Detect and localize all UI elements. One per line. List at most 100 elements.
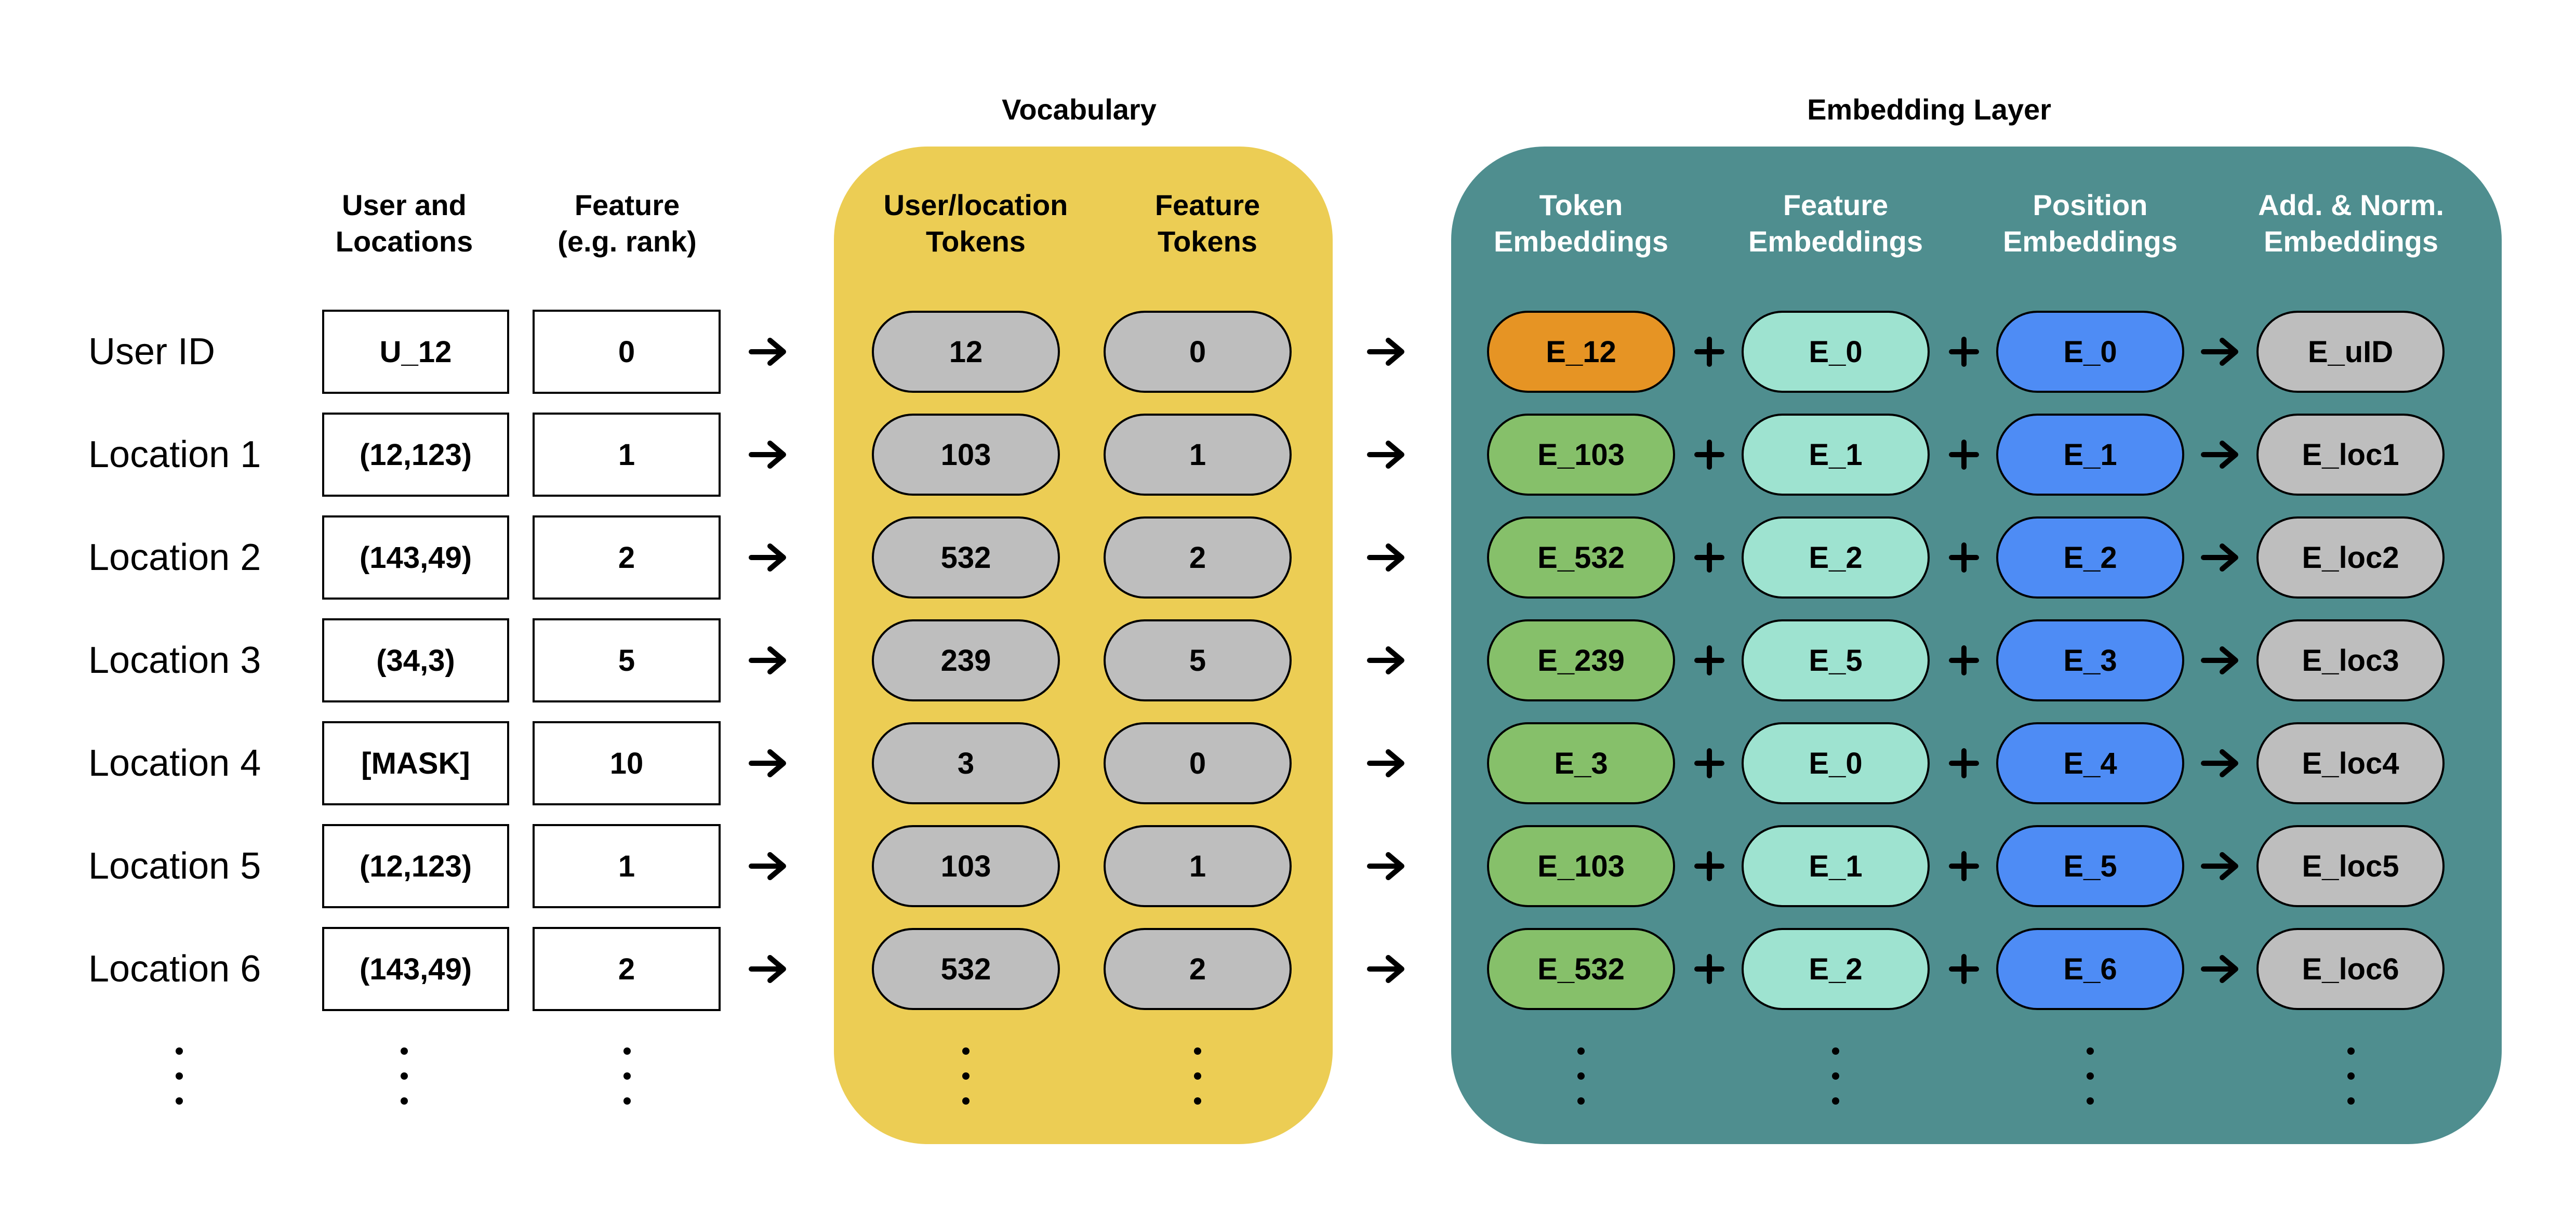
feature-box: 0 <box>533 310 721 394</box>
plus-icon <box>1689 943 1730 995</box>
right-arrow-icon <box>1366 326 1408 378</box>
right-arrow-icon <box>1366 634 1408 686</box>
column-header-token-embeddings: Token Embeddings <box>1493 189 1669 258</box>
vertical-ellipsis-icon <box>2085 1047 2095 1105</box>
output-embedding-pill: E_loc3 <box>2256 619 2445 701</box>
position-embedding-pill: E_4 <box>1996 722 2184 804</box>
feature-box: 2 <box>533 927 721 1011</box>
plus-icon <box>1943 326 1985 378</box>
vertical-ellipsis-icon <box>961 1047 971 1105</box>
right-arrow-icon <box>748 840 790 892</box>
output-embedding-pill: E_uID <box>2256 311 2445 393</box>
right-arrow-icon <box>2200 840 2242 892</box>
right-arrow-icon <box>1366 429 1408 481</box>
right-arrow-icon <box>748 943 790 995</box>
token-embedding-pill: E_239 <box>1487 619 1675 701</box>
token-embedding-pill: E_532 <box>1487 928 1675 1010</box>
output-embedding-pill: E_loc2 <box>2256 516 2445 599</box>
vertical-ellipsis-icon <box>399 1047 409 1105</box>
vocabulary-title: Vocabulary <box>1002 93 1157 126</box>
plus-icon <box>1943 840 1985 892</box>
feature-box: 5 <box>533 618 721 702</box>
feature-token-pill: 1 <box>1104 825 1292 907</box>
plus-icon <box>1943 634 1985 686</box>
column-header-location-tokens: User/location Tokens <box>883 189 1068 258</box>
right-arrow-icon <box>748 532 790 583</box>
position-embedding-pill: E_6 <box>1996 928 2184 1010</box>
right-arrow-icon <box>1366 532 1408 583</box>
feature-embedding-pill: E_0 <box>1742 722 1930 804</box>
position-embedding-pill: E_3 <box>1996 619 2184 701</box>
token-pill: 532 <box>872 928 1060 1010</box>
position-embedding-pill: E_2 <box>1996 516 2184 599</box>
feature-token-pill: 5 <box>1104 619 1292 701</box>
token-pill: 532 <box>872 516 1060 599</box>
plus-icon <box>1689 840 1730 892</box>
feature-embedding-pill: E_2 <box>1742 516 1930 599</box>
embedding-layer-title: Embedding Layer <box>1807 93 2051 126</box>
feature-box: 2 <box>533 515 721 600</box>
input-box: (143,49) <box>322 515 509 600</box>
feature-embedding-pill: E_5 <box>1742 619 1930 701</box>
right-arrow-icon <box>2200 943 2242 995</box>
feature-embedding-pill: E_1 <box>1742 414 1930 496</box>
token-embedding-pill: E_12 <box>1487 311 1675 393</box>
plus-icon <box>1689 532 1730 583</box>
right-arrow-icon <box>2200 634 2242 686</box>
position-embedding-pill: E_5 <box>1996 825 2184 907</box>
feature-box: 10 <box>533 721 721 805</box>
right-arrow-icon <box>748 737 790 789</box>
vertical-ellipsis-icon <box>622 1047 632 1105</box>
token-embedding-pill: E_3 <box>1487 722 1675 804</box>
output-embedding-pill: E_loc4 <box>2256 722 2445 804</box>
vertical-ellipsis-icon <box>174 1047 184 1105</box>
right-arrow-icon <box>2200 532 2242 583</box>
plus-icon <box>1943 737 1985 789</box>
feature-token-pill: 1 <box>1104 414 1292 496</box>
plus-icon <box>1689 429 1730 481</box>
row-label: Location 4 <box>88 742 261 784</box>
input-box: (143,49) <box>322 927 509 1011</box>
right-arrow-icon <box>748 429 790 481</box>
right-arrow-icon <box>1366 943 1408 995</box>
column-header-user-locations: User and Locations <box>335 189 473 258</box>
position-embedding-pill: E_0 <box>1996 311 2184 393</box>
input-box: (34,3) <box>322 618 509 702</box>
right-arrow-icon <box>2200 429 2242 481</box>
input-box: [MASK] <box>322 721 509 805</box>
feature-embedding-pill: E_0 <box>1742 311 1930 393</box>
row-label: Location 6 <box>88 948 261 990</box>
vertical-ellipsis-icon <box>1576 1047 1586 1105</box>
column-header-feature: Feature (e.g. rank) <box>557 189 697 258</box>
input-box: (12,123) <box>322 413 509 497</box>
column-header-position-embeddings: Position Embeddings <box>2002 189 2178 258</box>
feature-box: 1 <box>533 824 721 908</box>
plus-icon <box>1943 532 1985 583</box>
plus-icon <box>1689 634 1730 686</box>
right-arrow-icon <box>2200 326 2242 378</box>
input-box: (12,123) <box>322 824 509 908</box>
position-embedding-pill: E_1 <box>1996 414 2184 496</box>
plus-icon <box>1943 943 1985 995</box>
right-arrow-icon <box>748 326 790 378</box>
column-header-feature-tokens: Feature Tokens <box>1154 189 1260 258</box>
token-embedding-pill: E_103 <box>1487 825 1675 907</box>
plus-icon <box>1689 326 1730 378</box>
feature-box: 1 <box>533 413 721 497</box>
output-embedding-pill: E_loc5 <box>2256 825 2445 907</box>
plus-icon <box>1943 429 1985 481</box>
token-embedding-pill: E_103 <box>1487 414 1675 496</box>
vertical-ellipsis-icon <box>2346 1047 2356 1105</box>
feature-token-pill: 2 <box>1104 928 1292 1010</box>
feature-token-pill: 0 <box>1104 722 1292 804</box>
plus-icon <box>1689 737 1730 789</box>
token-pill: 12 <box>872 311 1060 393</box>
vertical-ellipsis-icon <box>1830 1047 1841 1105</box>
token-pill: 239 <box>872 619 1060 701</box>
right-arrow-icon <box>1366 737 1408 789</box>
right-arrow-icon <box>2200 737 2242 789</box>
token-embedding-pill: E_532 <box>1487 516 1675 599</box>
column-header-feature-embeddings: Feature Embeddings <box>1748 189 1923 258</box>
feature-embedding-pill: E_1 <box>1742 825 1930 907</box>
token-pill: 103 <box>872 825 1060 907</box>
